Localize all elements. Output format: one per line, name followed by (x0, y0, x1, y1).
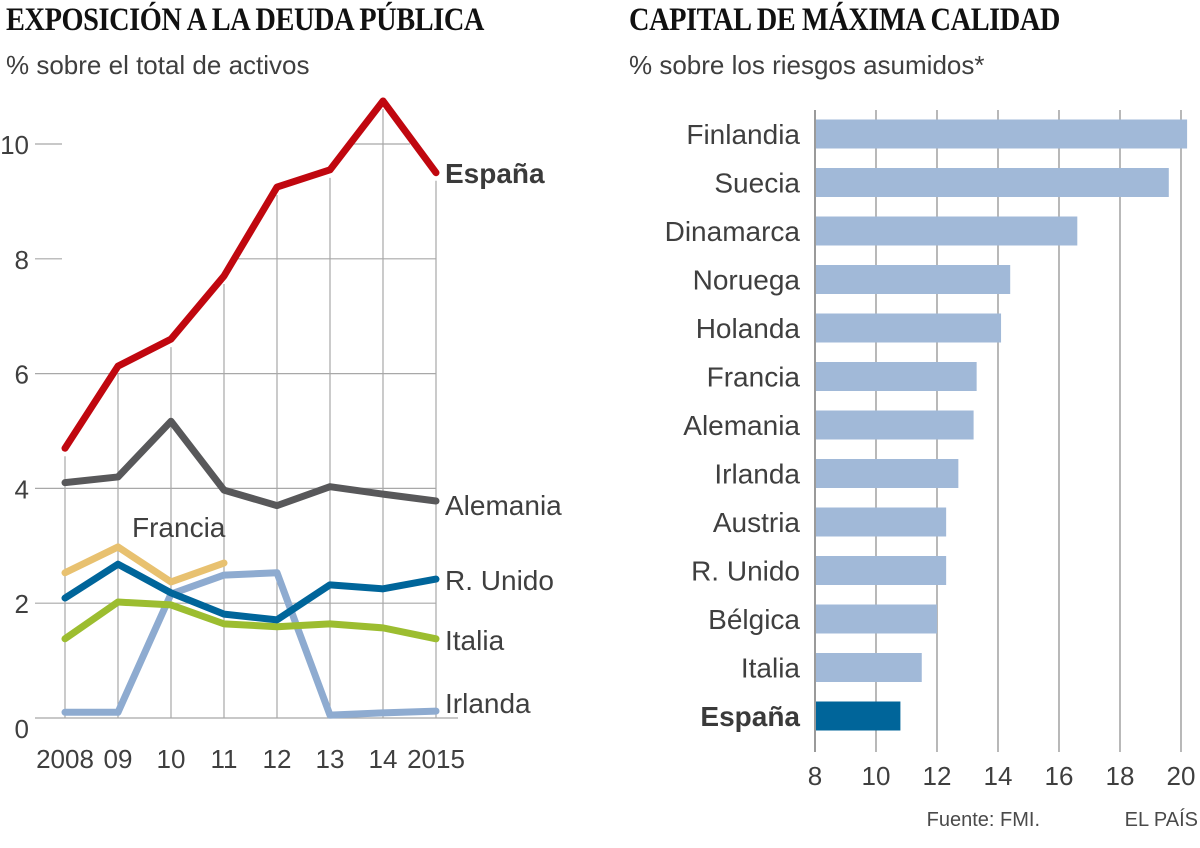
left-chart-title: EXPOSICIÓN A LA DEUDA PÚBLICA (6, 2, 484, 38)
bar-chart: 8 10 12 14 16 18 20 Finlandia Suecia Dinamarca Nor… (665, 110, 1196, 791)
bar-francia (816, 362, 977, 391)
series-line-espa-a (61, 97, 440, 452)
bar-italia (816, 653, 922, 682)
series-label: Francia (132, 512, 226, 543)
source-note: Fuente: FMI. (927, 809, 1040, 831)
bar-irlanda (816, 459, 959, 488)
series-line-r-unido (61, 560, 440, 624)
bar-dinamarca (816, 216, 1078, 246)
bar-alemania (816, 410, 974, 440)
category-label: Noruega (693, 265, 801, 296)
x-tick-label: 12 (263, 744, 292, 774)
bar-austria (816, 507, 947, 537)
series-line-irlanda (61, 569, 440, 719)
bar-finlandia (816, 119, 1188, 149)
x-tick-label: 20 (1167, 761, 1196, 791)
y-tick-label: 8 (15, 245, 29, 275)
category-label: Holanda (696, 313, 801, 344)
category-label: Alemania (683, 410, 800, 441)
bar-noruega (816, 265, 1011, 294)
x-tick-label: 11 (211, 744, 238, 774)
category-label: Italia (741, 653, 801, 684)
y-tick-label: 10 (0, 130, 29, 160)
category-label: Irlanda (714, 459, 800, 490)
category-label: R. Unido (691, 556, 800, 587)
y-tick-label: 6 (15, 360, 29, 390)
line-chart: 0 2 4 6 8 10 2008 09 10 11 12 13 14 2015 España Alemani… (0, 97, 562, 774)
series-line-alemania (61, 417, 440, 510)
y-tick-label: 4 (15, 474, 29, 504)
brand-label: EL PAÍS (1125, 808, 1198, 831)
category-label: Finlandia (686, 119, 800, 150)
right-chart-title: CAPITAL DE MÁXIMA CALIDAD (629, 2, 1061, 38)
bar-r-unido (816, 556, 947, 585)
x-tick-label: 13 (316, 744, 345, 774)
x-tick-label: 09 (104, 744, 133, 774)
x-tick-label: 2008 (36, 744, 94, 774)
category-label: Francia (707, 362, 801, 393)
x-tick-label: 8 (808, 761, 822, 791)
bar-bélgica (816, 604, 937, 634)
x-tick-label: 10 (862, 761, 891, 791)
category-label: España (700, 701, 800, 732)
series-label: España (445, 158, 545, 189)
x-tick-label: 10 (157, 744, 186, 774)
x-tick-label: 18 (1106, 761, 1135, 791)
left-chart-subtitle: % sobre el total de activos (6, 50, 310, 80)
x-tick-label: 14 (369, 744, 398, 774)
x-tick-label: 16 (1045, 761, 1074, 791)
y-tick-label: 0 (15, 714, 29, 744)
series-label: Alemania (445, 490, 562, 521)
series-label: Irlanda (445, 688, 531, 719)
category-label: Bélgica (708, 604, 800, 635)
series-line-francia (61, 543, 228, 586)
category-label: Suecia (714, 168, 800, 199)
bar-holanda (816, 313, 1002, 343)
right-chart-subtitle: % sobre los riesgos asumidos* (629, 50, 985, 80)
x-tick-label: 14 (984, 761, 1013, 791)
x-tick-label: 12 (923, 761, 952, 791)
series-label: Italia (445, 625, 505, 656)
category-label: Dinamarca (665, 216, 801, 247)
series-label: R. Unido (445, 565, 554, 596)
x-tick-label: 2015 (407, 744, 465, 774)
y-tick-label: 2 (15, 589, 29, 619)
bar-españa (816, 701, 901, 731)
bar-suecia (816, 168, 1169, 197)
series-line-italia (61, 598, 440, 643)
category-label: Austria (713, 507, 801, 538)
